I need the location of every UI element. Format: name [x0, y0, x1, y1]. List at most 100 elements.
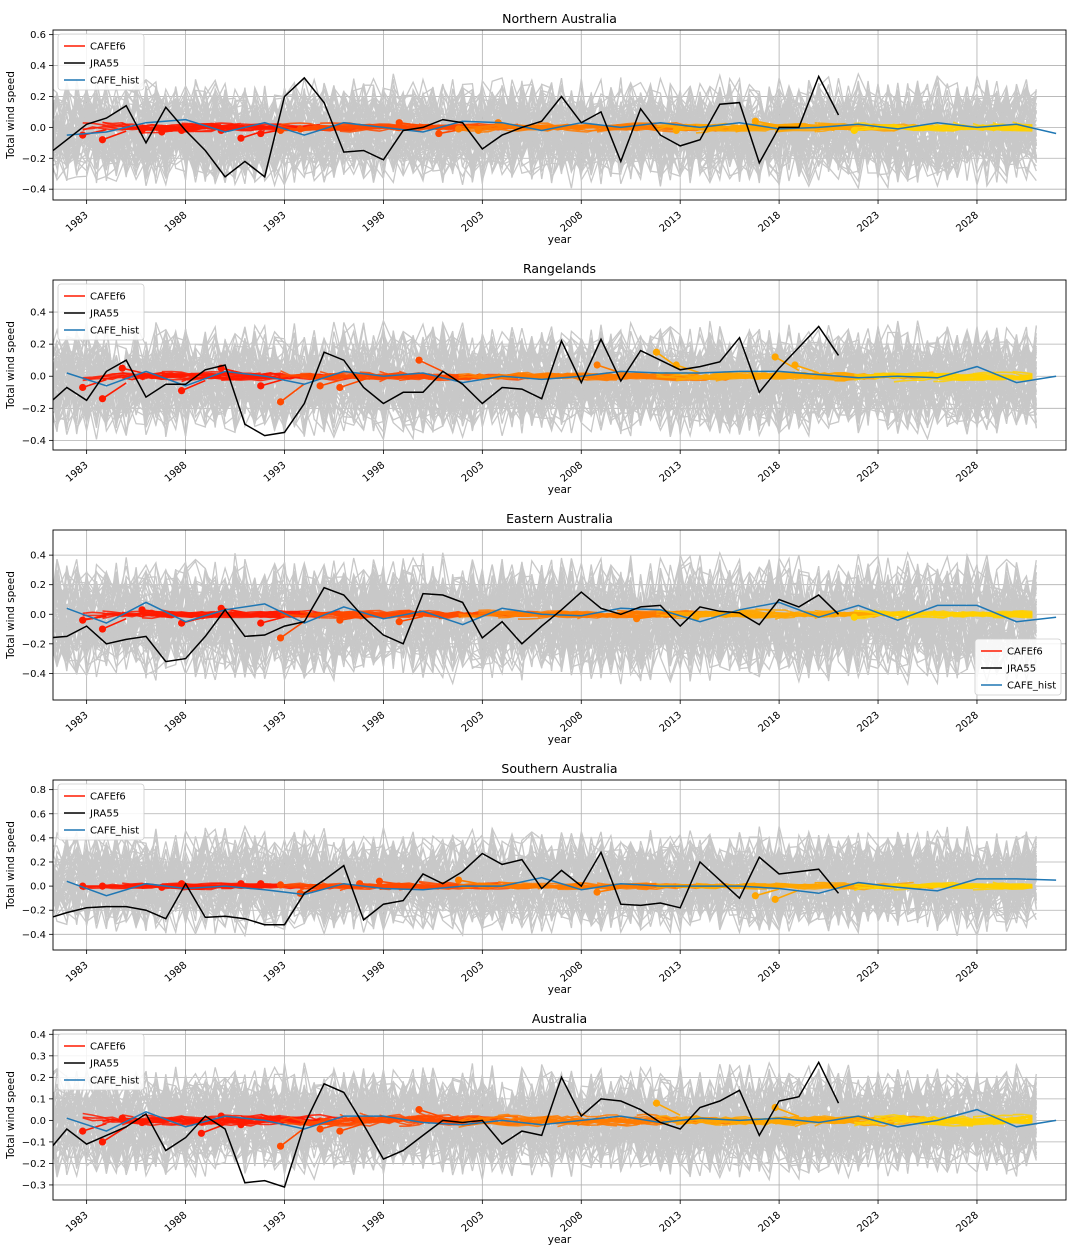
cafef6-start-segment: [854, 127, 879, 132]
ensemble-line: [53, 829, 1037, 932]
chart-title: Northern Australia: [502, 11, 617, 26]
cafef6-start-segment: [418, 1108, 444, 1118]
x-tick-label: 1998: [361, 1210, 388, 1235]
ensemble-line: [53, 327, 1037, 441]
x-tick-label: 2008: [559, 710, 586, 735]
x-tick-label: 1998: [361, 960, 388, 985]
cafef6-start-point: [118, 364, 126, 372]
ensemble-line: [53, 320, 1037, 434]
cafef6-start-point: [336, 383, 344, 392]
cafef6-start-segment: [339, 615, 364, 621]
cafef6-line: [1012, 1118, 1033, 1123]
cafef6-start-segment: [102, 130, 127, 141]
chart-panel-4: 1983 1988 1993 1998 2003 2008 2013 2018 2023 2028…: [5, 1011, 1067, 1246]
cafef6-start-segment: [300, 127, 325, 130]
x-tick-label: 2003: [460, 1210, 487, 1235]
cafef6-line: [834, 1115, 934, 1124]
cafef6-start-point: [395, 119, 403, 127]
cafef6-start-point: [79, 383, 87, 392]
x-tick-label: 1988: [163, 210, 190, 235]
cafef6-start-point: [138, 606, 146, 614]
cafef6-start-segment: [102, 1126, 127, 1143]
legend-box: [57, 1033, 145, 1091]
plot-area: [53, 318, 1057, 442]
ensemble-line: [53, 1069, 1037, 1175]
axes-frame: [52, 279, 1067, 451]
cafef6-line: [1012, 615, 1033, 619]
cafef6-start-segment: [260, 378, 285, 387]
ensemble-line: [53, 557, 1037, 679]
x-tick-label: 1988: [163, 460, 190, 485]
cafef6-start-point: [98, 625, 107, 633]
x-tick-label: 1998: [361, 210, 388, 235]
cafef6-start-point: [257, 382, 265, 390]
cafef6-start-point: [336, 1127, 344, 1135]
legend-label: CAFEf6: [90, 292, 126, 303]
cafef6-start-segment: [379, 880, 404, 886]
axes-frame: [52, 1029, 1067, 1201]
x-tick-label: 2008: [559, 210, 586, 235]
jra55-line: [53, 850, 840, 926]
y-tick-label: 0.4: [30, 61, 46, 72]
cafef6-start-point: [276, 398, 285, 406]
cafef6-start-segment: [774, 1106, 800, 1118]
cafef6-start-segment: [676, 127, 701, 132]
cafef6-start-segment: [280, 620, 305, 639]
x-tick-label: 1993: [262, 460, 289, 485]
y-tick-label: 0.4: [30, 833, 46, 844]
y-axis: −0.4 −0.2 0.0 0.2 0.4 Total wind speed: [5, 308, 53, 447]
legend-label: CAFE_hist: [1007, 681, 1056, 692]
cafef6-start-point: [336, 616, 344, 624]
ensemble-line: [53, 831, 1037, 932]
cafef6-start-point: [672, 126, 680, 135]
y-tick-label: 0.1: [30, 1094, 46, 1105]
ensemble-line: [53, 321, 1037, 428]
cafef6-start-segment: [478, 127, 503, 132]
cafef6-start-segment: [755, 888, 780, 897]
cafef6-start-point: [79, 131, 87, 139]
ensemble-line: [53, 78, 1037, 178]
cafe-hist-line: [66, 365, 1057, 387]
cafef6-line: [1012, 610, 1033, 616]
cafef6-line: [1012, 370, 1033, 375]
cafef6-start-point: [316, 1125, 324, 1133]
cafef6-start-point: [276, 881, 285, 889]
legend-label: CAFE_hist: [90, 826, 139, 837]
cafef6-start-point: [237, 134, 245, 142]
cafef6-start-point: [751, 117, 759, 125]
x-tick-label: 2018: [756, 460, 783, 485]
cafef6-line: [1012, 121, 1033, 126]
x-tick-label: 2008: [559, 960, 586, 985]
cafef6-start-point: [652, 1099, 661, 1107]
cafef6-line: [1012, 1116, 1033, 1123]
jra55-line: [53, 74, 840, 179]
cafef6-start-point: [415, 1106, 423, 1114]
jra55-line: [53, 1060, 840, 1189]
y-tick-label: 0.0: [30, 372, 46, 383]
y-tick-label: 0.2: [30, 857, 46, 868]
y-tick-label: 0.0: [30, 1116, 46, 1127]
legend-label: CAFE_hist: [90, 1076, 139, 1087]
ensemble-line: [53, 554, 1037, 671]
ensemble-line: [53, 322, 1037, 433]
cafef6-start-point: [138, 1118, 146, 1127]
axes-frame: [52, 529, 1067, 701]
cafef6-start-segment: [656, 1102, 681, 1116]
cafef6-start-point: [415, 356, 423, 364]
cafef6-start-point: [474, 126, 482, 135]
x-tick-label: 2028: [954, 210, 981, 235]
y-axis-label: Total wind speed: [5, 71, 17, 160]
cafef6-start-point: [237, 1121, 245, 1129]
ensemble-line: [53, 556, 1037, 679]
cafe-hist-line: [66, 601, 1057, 626]
ensemble-line: [53, 1070, 1037, 1171]
y-tick-label: 0.0: [30, 882, 46, 893]
cafef6-line: [1012, 1113, 1033, 1117]
x-axis-label: year: [548, 484, 572, 496]
axes-frame: [52, 29, 1067, 201]
cafef6-start-segment: [794, 364, 819, 374]
ensemble-line: [53, 83, 1037, 179]
cafef6-line: [1012, 128, 1033, 132]
ensemble-lines: [53, 318, 1037, 442]
